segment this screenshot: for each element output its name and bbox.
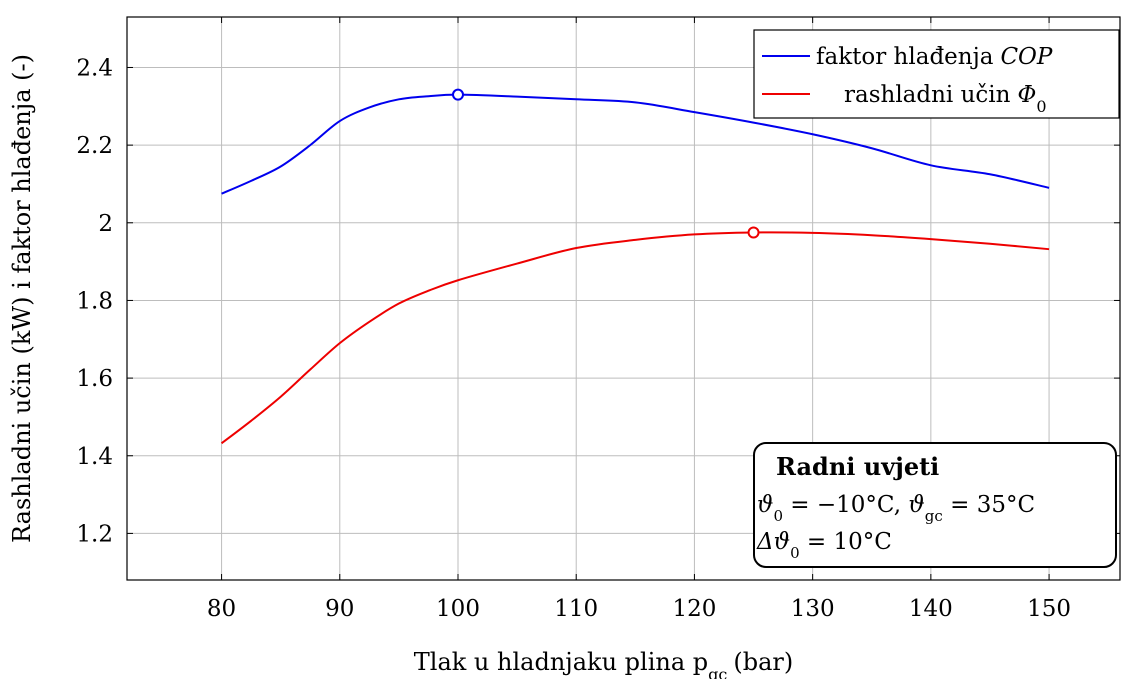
x-tick-label-90: 90 <box>325 596 354 622</box>
annotation-frame <box>753 442 1117 568</box>
annotation-box: Radni uvjeti ϑ0 = −10°C, ϑgc = 35°C Δϑ0 … <box>753 442 1117 568</box>
x-tick-label-120: 120 <box>672 596 716 622</box>
x-axis-label: Tlak u hladnjaku plina pgc (bar) <box>414 648 793 679</box>
series-marker-1 <box>747 226 760 239</box>
y-tick-label-4: 2 <box>98 211 113 237</box>
legend: faktor hlađenja COP rashladni učin Φ0 <box>753 29 1120 119</box>
annotation-title: Radni uvjeti <box>776 452 939 481</box>
y-tick-label-3: 1.8 <box>76 288 113 314</box>
y-tick-label-0: 1.2 <box>76 521 113 547</box>
x-tick-label-100: 100 <box>436 596 480 622</box>
ticks-layer: 80 90 100 110 120 130 140 150 1.2 1.4 1.6 1.8 2 2.2 2.… <box>76 17 1120 622</box>
x-tick-label-110: 110 <box>554 596 598 622</box>
x-axis-label-unit: (bar) <box>733 648 793 676</box>
x-axis-label-sub: gc <box>708 665 727 679</box>
x-tick-label-140: 140 <box>909 596 953 622</box>
legend-box <box>753 29 1120 119</box>
series-marker-0 <box>452 88 464 101</box>
series-line-1 <box>220 231 1050 445</box>
annotation-line-2: Δϑ0 = 10°C <box>756 529 892 562</box>
plot-frame <box>126 16 1121 581</box>
y-tick-label-2: 1.6 <box>76 366 113 392</box>
x-axis-label-main: Tlak u hladnjaku plina p <box>414 648 708 676</box>
x-tick-label-130: 130 <box>791 596 835 622</box>
legend-label-cop: faktor hlađenja COP <box>816 44 1053 70</box>
x-tick-label-150: 150 <box>1027 596 1071 622</box>
y-tick-label-5: 2.2 <box>76 133 113 159</box>
x-tick-label-80: 80 <box>207 596 236 622</box>
annotation-line-1: ϑ0 = −10°C, ϑgc = 35°C <box>757 492 1035 525</box>
series-layer <box>220 88 1050 445</box>
y-tick-label-6: 2.4 <box>76 55 113 81</box>
legend-label-phi: rashladni učin Φ0 <box>844 82 1047 116</box>
y-axis-label: Rashladni učin (kW) i faktor hlađenja (-… <box>8 54 36 543</box>
series-line-0 <box>221 93 1050 195</box>
y-tick-label-1: 1.4 <box>76 444 113 470</box>
